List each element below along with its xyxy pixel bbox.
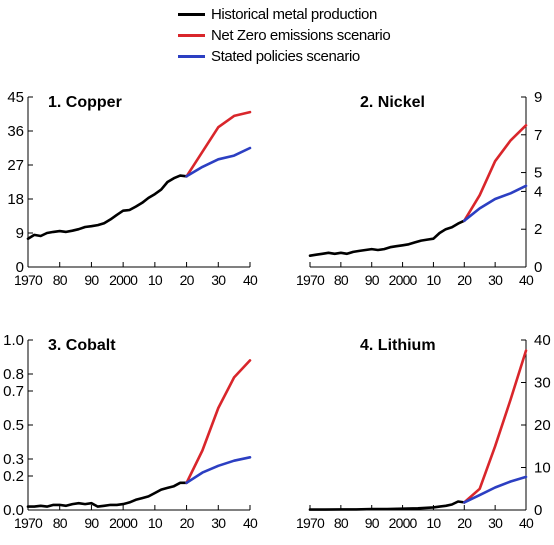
x-tick-label: 90: [84, 272, 99, 288]
y-tick-label: 27: [7, 157, 24, 174]
legend: Historical metal production Net Zero emi…: [178, 4, 438, 67]
x-tick-label: 1970: [14, 272, 43, 288]
y-tick-label: 36: [7, 123, 24, 140]
legend-item-stated-policies: Stated policies scenario: [178, 46, 438, 67]
x-tick-label: 90: [84, 515, 99, 531]
x-tick-label: 80: [334, 515, 349, 531]
y-tick-label: 18: [7, 191, 24, 208]
series-line-historical-metal-production: [26, 481, 188, 508]
x-tick-label: 1970: [296, 515, 325, 531]
x-tick-label: 10: [426, 515, 441, 531]
legend-item-historical: Historical metal production: [178, 4, 438, 25]
x-tick-label: 40: [519, 272, 534, 288]
y-tick-label: 4: [534, 183, 542, 200]
legend-label-net-zero: Net Zero emissions scenario: [211, 27, 391, 44]
y-tick-label: 20: [534, 417, 551, 434]
x-tick-label: 80: [334, 272, 349, 288]
y-tick-label: 9: [534, 89, 542, 106]
y-tick-label: 0.5: [3, 417, 24, 434]
x-tick-label: 20: [180, 272, 195, 288]
series-line-net-zero-emissions-scenario: [185, 359, 252, 485]
y-tick-label: 5: [534, 165, 542, 182]
legend-swatch-historical: [178, 13, 205, 16]
y-tick-label: 0.2: [3, 468, 24, 485]
chart-title: 4. Lithium: [360, 337, 436, 354]
x-tick-label: 30: [488, 272, 503, 288]
series-line-stated-policies-scenario: [185, 146, 252, 178]
y-tick-label: 0.0: [3, 502, 24, 519]
x-tick-label: 30: [211, 272, 226, 288]
x-tick-label: 10: [148, 272, 163, 288]
x-tick-label: 40: [519, 515, 534, 531]
legend-item-net-zero: Net Zero emissions scenario: [178, 25, 438, 46]
series-line-historical-metal-production: [26, 174, 188, 240]
x-tick-label: 30: [488, 515, 503, 531]
x-tick-label: 30: [211, 515, 226, 531]
legend-label-historical: Historical metal production: [211, 6, 377, 23]
x-tick-label: 80: [53, 272, 68, 288]
y-tick-label: 10: [534, 460, 551, 477]
series-line-net-zero-emissions-scenario: [462, 349, 528, 504]
x-tick-label: 90: [365, 272, 380, 288]
x-tick-label: 40: [243, 272, 258, 288]
chart-panel-1-copper: 1970 80 90 2000 10 20 30 40 0 9 18 27 36 45 1. Copper: [7, 89, 258, 288]
series-line-stated-policies-scenario: [462, 475, 528, 504]
x-tick-label: 2000: [109, 272, 138, 288]
series-line-net-zero-emissions-scenario: [185, 110, 252, 178]
legend-swatch-net-zero: [178, 34, 205, 37]
x-tick-label: 10: [148, 515, 163, 531]
y-tick-label: 2: [534, 221, 542, 238]
legend-swatch-stated-policies: [178, 55, 205, 58]
x-tick-label: 40: [243, 515, 258, 531]
y-tick-label: 9: [16, 225, 24, 242]
y-tick-label: 0: [534, 259, 542, 276]
x-tick-label: 80: [53, 515, 68, 531]
x-tick-label: 10: [426, 272, 441, 288]
y-tick-label: 0: [534, 502, 542, 519]
chart-panel-2-nickel: 1970 80 90 2000 10 20 30 400 2 45 7 9 2. Nickel: [296, 89, 542, 288]
y-tick-label: 0.8: [3, 366, 24, 383]
x-tick-label: 20: [457, 515, 472, 531]
series-line-historical-metal-production: [308, 500, 466, 511]
y-tick-label: 40: [534, 332, 551, 349]
x-tick-label: 1970: [296, 272, 325, 288]
y-tick-label: 0.7: [3, 383, 24, 400]
chart-title: 2. Nickel: [360, 94, 425, 111]
y-tick-label: 45: [7, 89, 24, 106]
y-tick-label: 0.3: [3, 451, 24, 468]
chart-title: 1. Copper: [48, 94, 122, 111]
x-tick-label: 20: [457, 272, 472, 288]
x-tick-label: 20: [180, 515, 195, 531]
chart-panel-3-cobalt: 1970 80 90 2000 10 20 30 40 0.0 0.20.3 0.5 0.70.8 1.…: [3, 332, 259, 531]
y-tick-label: 0: [16, 259, 24, 276]
legend-label-stated-policies: Stated policies scenario: [211, 48, 360, 65]
y-tick-label: 1.0: [3, 332, 24, 349]
y-tick-label: 7: [534, 127, 542, 144]
series-line-net-zero-emissions-scenario: [462, 124, 528, 222]
x-tick-label: 1970: [14, 515, 43, 531]
y-tick-label: 30: [534, 375, 551, 392]
x-tick-label: 2000: [389, 515, 418, 531]
chart-title: 3. Cobalt: [48, 337, 116, 354]
x-tick-label: 90: [365, 515, 380, 531]
x-tick-label: 2000: [109, 515, 138, 531]
series-line-stated-policies-scenario: [185, 455, 252, 485]
x-tick-label: 2000: [389, 272, 418, 288]
series-line-historical-metal-production: [308, 219, 466, 257]
series-line-stated-policies-scenario: [462, 184, 528, 222]
